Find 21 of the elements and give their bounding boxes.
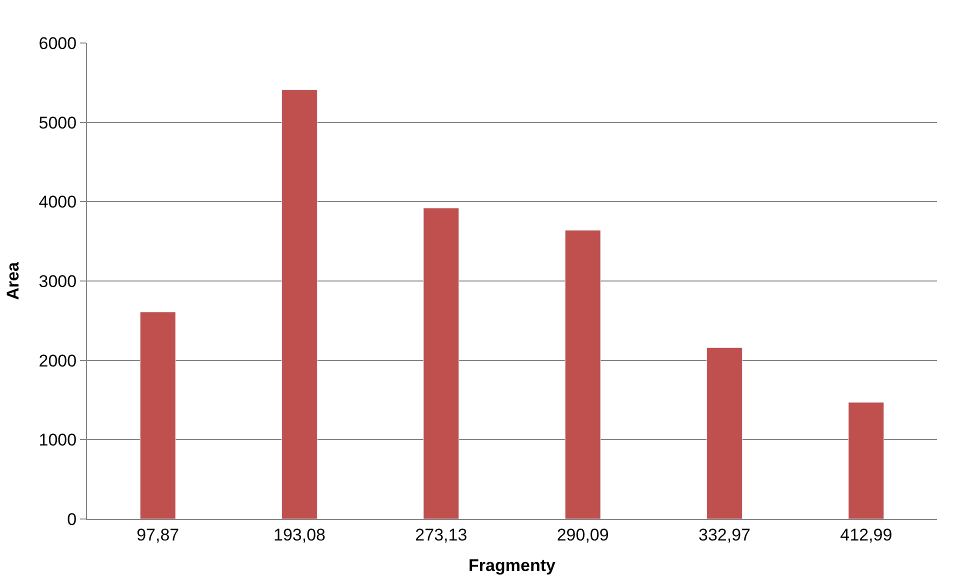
- y-tick-label: 5000: [38, 113, 77, 132]
- x-tick-label: 193,08: [274, 525, 326, 544]
- bar: [423, 208, 460, 519]
- y-tick-label: 0: [67, 510, 77, 529]
- x-tick-label: 290,09: [556, 525, 609, 544]
- y-tick-label: 2000: [38, 351, 77, 370]
- x-tick-label: 97,87: [136, 525, 180, 544]
- y-tick-label: 3000: [38, 272, 77, 291]
- bar: [282, 90, 318, 519]
- bar: [564, 230, 601, 519]
- bar: [140, 312, 176, 519]
- y-tick-label: 1000: [38, 430, 77, 450]
- y-tick-label: 6000: [38, 34, 77, 53]
- x-tick-label: 412,99: [840, 525, 892, 544]
- x-axis-title: Fragmenty: [468, 556, 556, 575]
- bar: [848, 402, 884, 519]
- x-tick-label: 332,97: [698, 525, 750, 544]
- x-tick-label: 273,13: [415, 525, 468, 544]
- y-axis-title: Area: [3, 262, 22, 300]
- y-tick-label: 4000: [38, 192, 77, 212]
- bar: [706, 347, 742, 519]
